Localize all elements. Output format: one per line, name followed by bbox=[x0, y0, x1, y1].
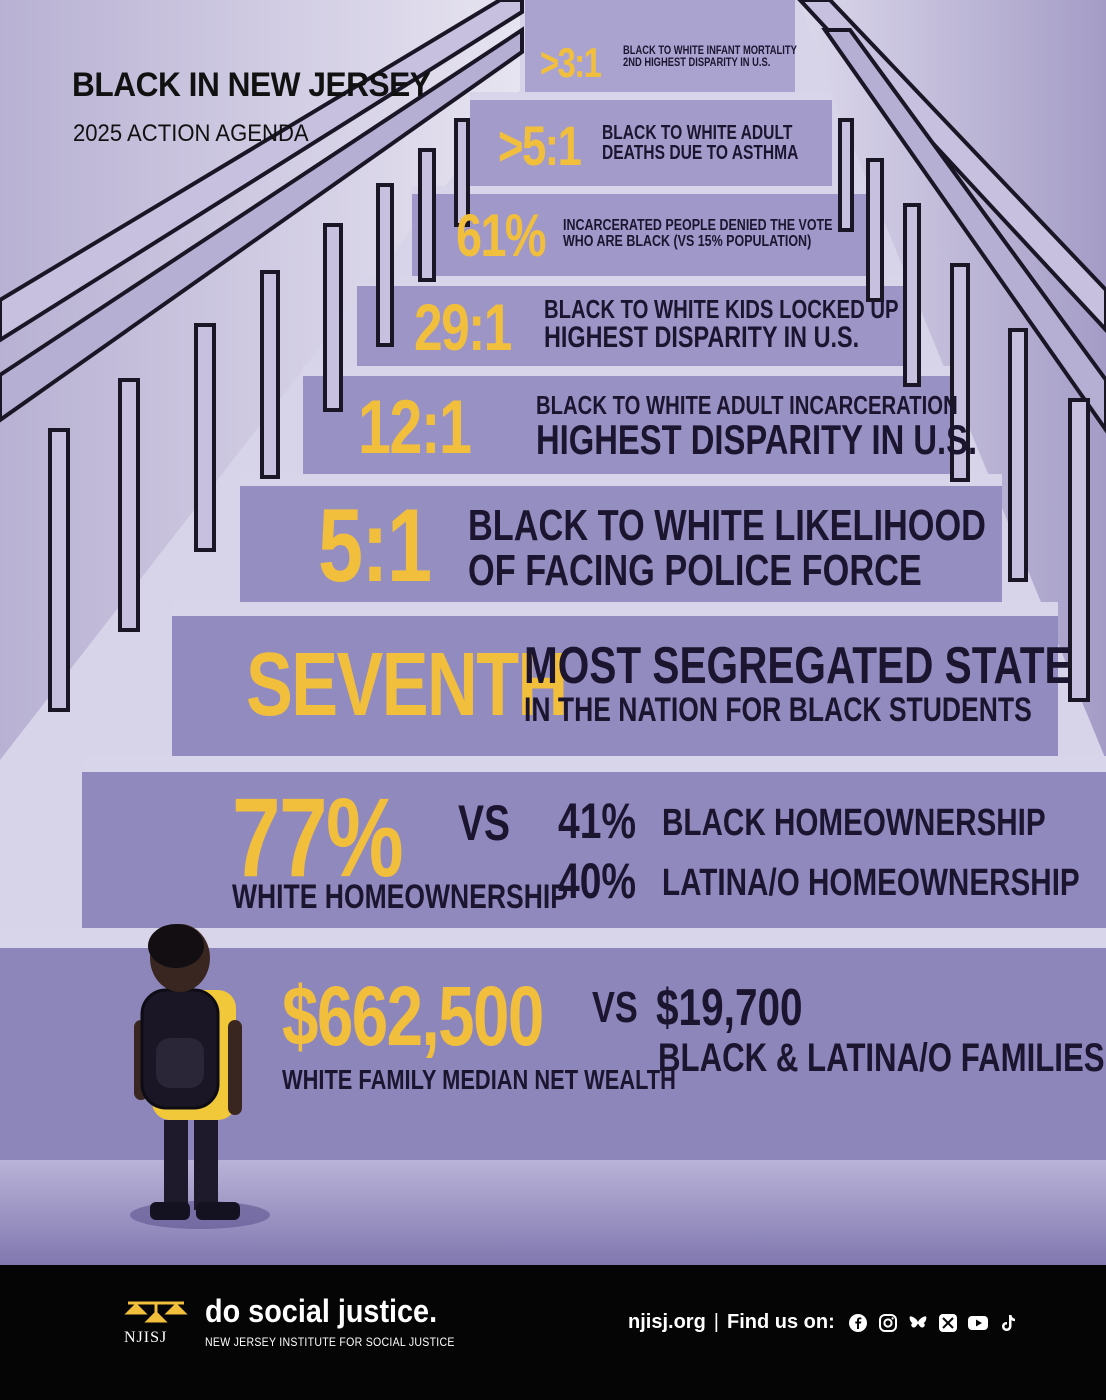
x-icon[interactable] bbox=[937, 1312, 959, 1334]
stat-desc-line: HIGHEST DISPARITY IN U.S. bbox=[544, 320, 860, 354]
stat-youth-incarceration-desc: BLACK TO WHITE KIDS LOCKED UP HIGHEST DI… bbox=[544, 296, 999, 353]
youtube-icon[interactable] bbox=[967, 1312, 989, 1334]
social-links bbox=[847, 1312, 1019, 1334]
stat-value: SEVENTH bbox=[246, 635, 568, 735]
black-homeownership-label: BLACK HOMEOWNERSHIP bbox=[662, 804, 1106, 843]
tiktok-icon[interactable] bbox=[997, 1312, 1019, 1334]
stat-value: 5:1 bbox=[318, 488, 432, 604]
org-name: NEW JERSEY INSTITUTE FOR SOCIAL JUSTICE bbox=[205, 1335, 455, 1349]
find-us-label: Find us on: bbox=[727, 1311, 835, 1333]
stat-desc-line: BLACK TO WHITE KIDS LOCKED UP bbox=[544, 294, 899, 324]
stat-desc-line: BLACK HOMEOWNERSHIP bbox=[662, 802, 1046, 844]
stat-voting: 61% bbox=[456, 206, 570, 266]
stat-segregation-desc: MOST SEGREGATED STATE IN THE NATION FOR … bbox=[524, 637, 1106, 730]
stat-adult-incarceration-desc: BLACK TO WHITE ADULT INCARCERATION HIGHE… bbox=[536, 392, 1102, 461]
stat-desc-line: LATINA/O HOMEOWNERSHIP bbox=[662, 862, 1080, 904]
homeownership-vs: VS bbox=[458, 798, 525, 849]
stat-desc-line: OF FACING POLICE FORCE bbox=[468, 545, 922, 595]
stat-police-force: 5:1 bbox=[318, 494, 462, 598]
wealth-vs: VS bbox=[592, 983, 651, 1032]
stat-desc-line: BLACK TO WHITE ADULT INCARCERATION bbox=[536, 390, 958, 420]
stat-police-force-desc: BLACK TO WHITE LIKELIHOOD OF FACING POLI… bbox=[468, 501, 1106, 595]
stat-value: $662,500 bbox=[282, 969, 544, 1063]
instagram-icon[interactable] bbox=[877, 1312, 899, 1334]
tagline: do social justice. bbox=[205, 1293, 438, 1329]
staircase-illustration bbox=[0, 0, 1106, 1265]
white-homeownership-label: WHITE HOMEOWNERSHIP bbox=[232, 880, 663, 915]
white-wealth-value: $662,500 bbox=[282, 974, 616, 1058]
stat-desc-line: BLACK TO WHITE ADULT bbox=[602, 122, 793, 144]
vs-label: VS bbox=[592, 983, 638, 1032]
stat-desc-line: INCARCERATED PEOPLE DENIED THE VOTE bbox=[563, 217, 833, 234]
facebook-icon[interactable] bbox=[847, 1312, 869, 1334]
stat-value: 41% bbox=[558, 793, 637, 849]
stat-desc-line: HIGHEST DISPARITY IN U.S. bbox=[536, 415, 978, 463]
white-homeownership-value: 77% bbox=[232, 782, 450, 894]
logo-abbr: NJISJ bbox=[124, 1329, 168, 1346]
separator: | bbox=[713, 1311, 719, 1333]
white-wealth-label: WHITE FAMILY MEDIAN NET WEALTH bbox=[282, 1064, 787, 1095]
latino-homeownership-value: 40% bbox=[558, 856, 658, 907]
stat-youth-incarceration: 29:1 bbox=[414, 294, 538, 360]
stat-desc-line: WHO ARE BLACK (VS 15% POPULATION) bbox=[563, 233, 812, 251]
black-homeownership-value: 41% bbox=[558, 796, 658, 847]
stat-desc-line: WHITE FAMILY MEDIAN NET WEALTH bbox=[282, 1064, 676, 1095]
stat-value: >5:1 bbox=[498, 114, 582, 177]
vs-label: VS bbox=[458, 795, 511, 851]
bluesky-icon[interactable] bbox=[907, 1312, 929, 1334]
stat-desc-line: WHITE HOMEOWNERSHIP bbox=[232, 878, 568, 916]
page-title: BLACK IN NEW JERSEY bbox=[72, 66, 431, 104]
other-wealth-label: BLACK & LATINA/O FAMILIES bbox=[658, 1038, 1106, 1079]
stat-infant-mortality: >3:1 bbox=[540, 42, 617, 84]
website-link[interactable]: njisj.org bbox=[628, 1311, 706, 1333]
stat-value: 40% bbox=[558, 853, 637, 909]
stat-value: 61% bbox=[456, 202, 547, 269]
stat-adult-incarceration: 12:1 bbox=[358, 390, 502, 466]
stat-desc-line: BLACK TO WHITE INFANT MORTALITY bbox=[623, 43, 797, 57]
footer: NJISJ do social justice. NEW JERSEY INST… bbox=[0, 1265, 1106, 1400]
stat-segregation: SEVENTH bbox=[246, 640, 657, 730]
left-railing bbox=[0, 0, 524, 712]
staircase-artwork bbox=[0, 0, 1106, 1265]
right-railing bbox=[797, 0, 1106, 702]
stat-value: 29:1 bbox=[414, 290, 512, 364]
child-illustration bbox=[130, 924, 270, 1229]
page-subtitle: 2025 ACTION AGENDA bbox=[73, 120, 309, 147]
stat-desc-line: 2ND HIGHEST DISPARITY IN U.S. bbox=[623, 55, 771, 70]
stat-asthma-desc: BLACK TO WHITE ADULT DEATHS DUE TO ASTHM… bbox=[602, 123, 854, 164]
stat-desc-line: DEATHS DUE TO ASTHMA bbox=[602, 142, 799, 165]
stat-value: 77% bbox=[232, 775, 404, 900]
stat-desc-line: IN THE NATION FOR BLACK STUDENTS bbox=[524, 691, 1032, 730]
scales-of-justice-icon bbox=[124, 1301, 188, 1323]
contact-bar: njisj.org | Find us on: bbox=[628, 1311, 1019, 1334]
stat-value: $19,700 bbox=[656, 979, 803, 1037]
stat-value: >3:1 bbox=[540, 39, 602, 86]
stat-desc-line: BLACK TO WHITE LIKELIHOOD bbox=[468, 501, 986, 550]
stat-value: 12:1 bbox=[358, 385, 472, 470]
stat-desc-line: MOST SEGREGATED STATE bbox=[524, 637, 1072, 695]
other-wealth-value: $19,700 bbox=[656, 979, 844, 1037]
stat-desc-line: BLACK & LATINA/O FAMILIES bbox=[658, 1036, 1105, 1080]
stat-voting-desc: INCARCERATED PEOPLE DENIED THE VOTE WHO … bbox=[563, 217, 909, 251]
stat-asthma: >5:1 bbox=[498, 118, 604, 174]
stat-infant-mortality-desc: BLACK TO WHITE INFANT MORTALITY 2ND HIGH… bbox=[623, 43, 846, 70]
latino-homeownership-label: LATINA/O HOMEOWNERSHIP bbox=[662, 864, 1106, 903]
